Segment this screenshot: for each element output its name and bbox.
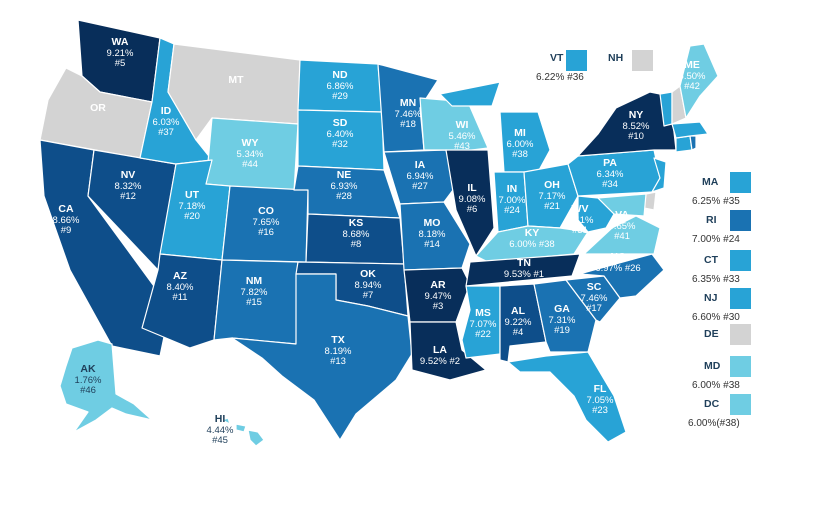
label-HI: HI 4.44% #45	[206, 413, 234, 447]
label-AK: AK 1.76% #46	[74, 363, 102, 397]
label-ND: ND 6.86% #29	[326, 69, 354, 103]
label-CA: CA 8.66% #9	[52, 203, 80, 237]
label-IL: IL 9.08% #6	[458, 182, 486, 216]
label-CO: CO 7.65% #16	[252, 205, 280, 239]
callout-RI[interactable]: RI 7.00% #24	[692, 208, 762, 248]
label-AL: AL 9.22% #4	[504, 305, 532, 339]
label-NM: NM 7.82% #15	[240, 275, 268, 309]
state-NJ[interactable]	[651, 157, 667, 193]
state-VA[interactable]	[583, 215, 661, 255]
label-SC: SC 7.46% #17	[580, 281, 608, 315]
label-ID: ID 6.03% #37	[152, 105, 180, 139]
label-TN: TN 9.53% #1	[503, 257, 545, 280]
label-IN: IN 7.00% #24	[498, 183, 526, 217]
callout-MA[interactable]: MA 6.25% #35	[692, 170, 762, 210]
label-IA: IA 6.94% #27	[406, 159, 434, 193]
label-MS: MS 7.07% #22	[469, 307, 497, 341]
label-MN: MN 7.46% #18	[394, 97, 422, 131]
callout-MD[interactable]: MD 6.00% #38	[692, 354, 762, 394]
swatch-NJ	[730, 288, 751, 309]
state-TX[interactable]	[231, 273, 413, 441]
label-OH: OH 7.17% #21	[538, 179, 566, 213]
label-LA: LA 9.52% #2	[419, 344, 461, 367]
label-PA: PA 6.34% #34	[596, 157, 624, 191]
label-VA: VA 5.65% #41	[608, 209, 636, 243]
callout-DE[interactable]: DE	[692, 322, 762, 352]
label-MI: MI 6.00% #38	[506, 127, 534, 161]
swatch-NH	[632, 50, 653, 71]
label-KS: KS 8.68% #8	[342, 217, 370, 251]
state-IL[interactable]	[445, 149, 495, 257]
swatch-MA	[730, 172, 751, 193]
state-CT[interactable]	[675, 135, 693, 153]
label-AR: AR 9.47% #3	[424, 279, 452, 313]
label-OR: OR	[90, 102, 106, 114]
label-GA: GA 7.31% #19	[548, 303, 576, 337]
callout-DC[interactable]: DC 6.00%(#38)	[688, 392, 762, 432]
label-WY: WY 5.34% #44	[236, 137, 264, 171]
callout-NJ[interactable]: NJ 6.60% #30	[692, 286, 762, 326]
label-OK: OK 8.94% #7	[354, 268, 382, 302]
label-ME: ME 5.50% #42	[678, 59, 706, 93]
label-NC: NC 6.97% #26	[595, 251, 641, 274]
label-WA: WA 9.21% #5	[106, 36, 134, 70]
label-NV: NV 8.32% #12	[114, 169, 142, 203]
callout-CT[interactable]: CT 6.35% #33	[692, 248, 762, 288]
label-AZ: AZ 8.40% #11	[166, 270, 194, 304]
label-NY: NY 8.52% #10	[622, 109, 650, 143]
state-MO[interactable]	[399, 201, 471, 271]
label-MO: MO 8.18% #14	[418, 217, 446, 251]
callout-NH[interactable]: NH	[608, 46, 658, 76]
swatch-DC	[730, 394, 751, 415]
state-AR[interactable]	[403, 267, 471, 323]
state-MD[interactable]	[597, 193, 647, 217]
swatch-CT	[730, 250, 751, 271]
state-FL[interactable]	[507, 351, 627, 443]
label-TX: TX 8.19% #13	[324, 334, 352, 368]
state-AK[interactable]	[59, 339, 153, 433]
label-WI: WI 5.46% #43	[448, 119, 476, 153]
state-LA[interactable]	[409, 321, 487, 381]
state-MI[interactable]	[439, 81, 551, 173]
state-NC[interactable]	[571, 253, 665, 299]
label-KY: KY 6.00% #38	[509, 227, 555, 250]
swatch-MD	[730, 356, 751, 377]
state-HI[interactable]	[221, 417, 265, 447]
callout-VT[interactable]: VT 6.22% #36	[536, 46, 596, 86]
label-WV: WV 6.41% #31	[566, 203, 594, 237]
label-SD: SD 6.40% #32	[326, 117, 354, 151]
label-UT: UT 7.18% #20	[178, 189, 206, 223]
swatch-DE	[730, 324, 751, 345]
swatch-VT	[566, 50, 587, 71]
state-MA[interactable]	[671, 121, 709, 139]
state-OH[interactable]	[523, 163, 579, 229]
label-NE: NE 6.93% #28	[330, 169, 358, 203]
state-SC[interactable]	[565, 275, 621, 323]
state-ME[interactable]	[679, 43, 719, 119]
swatch-RI	[730, 210, 751, 231]
label-FL: FL 7.05% #23	[586, 383, 614, 417]
label-MT: MT	[228, 74, 244, 86]
